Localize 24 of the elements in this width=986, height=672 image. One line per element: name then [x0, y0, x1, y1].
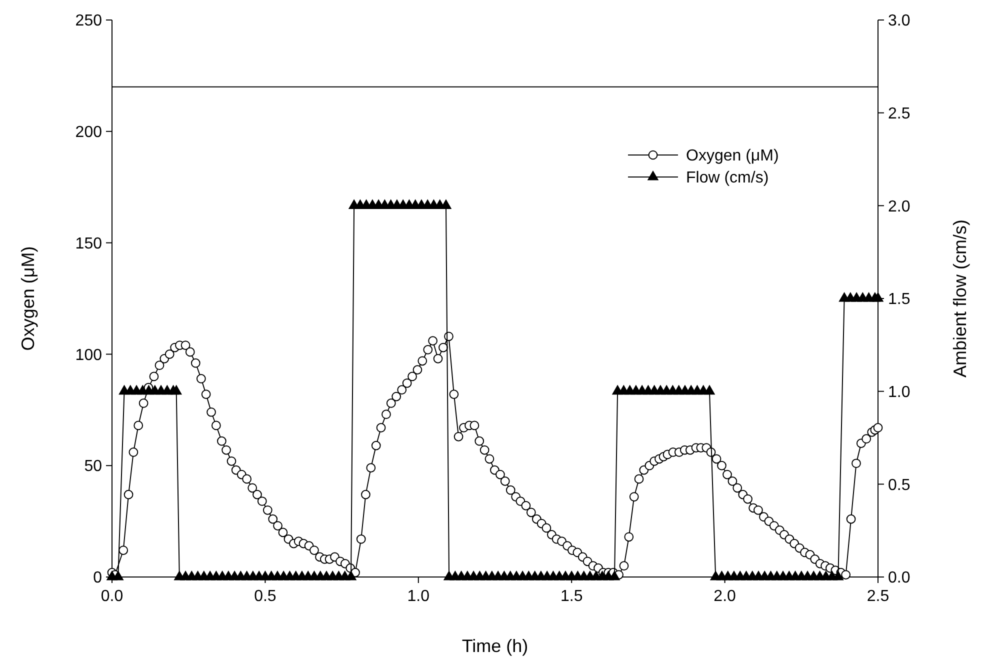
- y-tick-label: 200: [75, 124, 102, 141]
- x-tick-label: 0.5: [254, 588, 276, 605]
- y-axis-title: Oxygen (μM): [18, 246, 38, 351]
- x-tick-label: 1.5: [560, 588, 583, 605]
- x-tick-label: 2.5: [866, 588, 890, 605]
- y-tick-label: 50: [84, 458, 102, 476]
- y-tick-label: 150: [75, 235, 102, 252]
- y2-tick-label: 2.5: [888, 105, 910, 122]
- y2-axis-title: Ambient flow (cm/s): [950, 219, 970, 378]
- y2-tick-label: 1.5: [888, 291, 910, 308]
- x-tick-label: 0.0: [100, 588, 124, 605]
- legend-label: Oxygen (μM): [686, 148, 779, 165]
- y2-tick-label: 2.0: [888, 198, 910, 216]
- x-tick-label: 1.0: [407, 588, 430, 605]
- legend-label: Flow (cm/s): [686, 170, 769, 187]
- x-axis-title: Time (h): [462, 636, 528, 656]
- y2-tick-label: 0.5: [888, 476, 910, 494]
- x-tick-label: 2.0: [714, 588, 736, 605]
- y2-tick-label: 0.0: [888, 570, 910, 587]
- y2-tick-label: 3.0: [888, 12, 910, 30]
- y-tick-label: 0: [93, 570, 102, 587]
- y-tick-label: 100: [75, 346, 102, 364]
- y2-tick-label: 1.0: [888, 384, 910, 401]
- y-tick-label: 250: [75, 12, 102, 30]
